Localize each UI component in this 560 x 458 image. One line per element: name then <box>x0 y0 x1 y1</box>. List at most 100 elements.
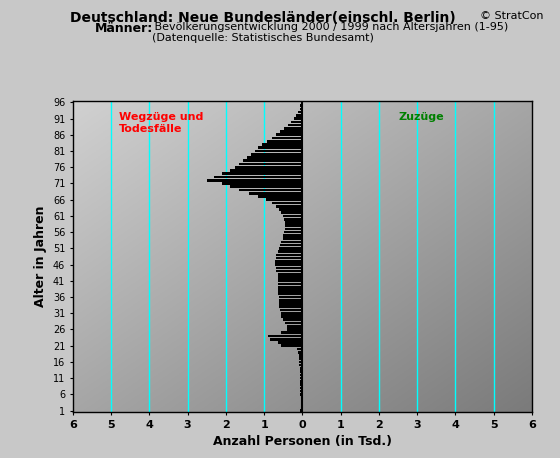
Bar <box>214 176 302 178</box>
Bar <box>239 189 302 191</box>
Bar <box>300 360 302 363</box>
Bar <box>276 205 302 207</box>
Text: Deutschland: Neue Bundesländer(einschl. Berlin): Deutschland: Neue Bundesländer(einschl. … <box>71 11 456 26</box>
Bar <box>287 328 302 331</box>
Bar <box>279 305 302 308</box>
Y-axis label: Alter in Jahren: Alter in Jahren <box>34 206 47 307</box>
Bar <box>277 254 302 256</box>
Bar <box>270 338 302 341</box>
Bar <box>301 399 302 402</box>
Bar <box>298 351 302 354</box>
Bar <box>278 276 302 279</box>
Bar <box>299 357 302 360</box>
Bar <box>291 120 302 123</box>
Bar <box>207 179 302 181</box>
Bar <box>300 380 302 383</box>
Bar <box>281 240 302 243</box>
Bar <box>300 364 302 366</box>
Bar <box>272 202 302 204</box>
Bar <box>301 393 302 396</box>
Bar <box>287 325 302 327</box>
Bar <box>278 293 302 295</box>
Bar <box>278 283 302 285</box>
Bar <box>281 211 302 214</box>
Bar <box>298 354 302 357</box>
Bar <box>230 185 302 188</box>
Bar <box>278 250 302 253</box>
Text: Bevölkerungsentwicklung 2000 / 1999 nach Altersjahren (1-95): Bevölkerungsentwicklung 2000 / 1999 nach… <box>151 22 508 32</box>
Bar <box>222 182 302 185</box>
Bar <box>283 234 302 237</box>
Bar <box>282 237 302 240</box>
Bar <box>285 228 302 230</box>
Bar <box>301 409 302 412</box>
Text: © StratCon: © StratCon <box>480 11 543 22</box>
Bar <box>281 344 302 347</box>
Bar <box>280 130 302 133</box>
Bar <box>294 117 302 120</box>
Bar <box>272 137 302 139</box>
Bar <box>279 299 302 302</box>
Bar <box>300 374 302 376</box>
Bar <box>279 247 302 250</box>
Bar <box>251 153 302 156</box>
Bar <box>284 218 302 220</box>
Bar <box>301 403 302 405</box>
Bar <box>268 335 302 337</box>
Bar <box>301 387 302 389</box>
Bar <box>276 267 302 269</box>
Bar <box>275 260 302 263</box>
Bar <box>283 215 302 217</box>
Bar <box>288 124 302 126</box>
Bar <box>278 289 302 292</box>
Bar <box>275 263 302 266</box>
Bar <box>280 244 302 246</box>
Bar <box>243 159 302 162</box>
Bar <box>267 140 302 142</box>
Bar <box>296 114 302 117</box>
Bar <box>277 270 302 273</box>
Bar <box>278 341 302 344</box>
Bar <box>284 231 302 234</box>
Bar <box>280 309 302 311</box>
Bar <box>278 279 302 282</box>
Bar <box>276 257 302 259</box>
Text: Zuzüge: Zuzüge <box>398 112 444 122</box>
Bar <box>300 377 302 380</box>
X-axis label: Anzahl Personen (in Tsd.): Anzahl Personen (in Tsd.) <box>213 436 392 448</box>
Bar <box>230 169 302 172</box>
Bar <box>239 163 302 165</box>
Bar <box>301 104 302 107</box>
Bar <box>300 108 302 110</box>
Bar <box>298 111 302 114</box>
Text: Männer:: Männer: <box>95 22 153 35</box>
Bar <box>281 315 302 318</box>
Bar <box>285 322 302 324</box>
Bar <box>255 150 302 153</box>
Bar <box>278 286 302 289</box>
Bar <box>285 221 302 224</box>
Bar <box>283 318 302 321</box>
Bar <box>258 147 302 149</box>
Bar <box>301 383 302 386</box>
Bar <box>284 127 302 130</box>
Text: (Datenquelle: Statistisches Bundesamt): (Datenquelle: Statistisches Bundesamt) <box>152 33 374 43</box>
Bar <box>279 296 302 298</box>
Bar <box>249 192 302 195</box>
Bar <box>266 198 302 201</box>
Bar <box>300 371 302 373</box>
Bar <box>297 348 302 350</box>
Bar <box>279 302 302 305</box>
Bar <box>300 367 302 370</box>
Text: Wegzüge und
Todesfälle: Wegzüge und Todesfälle <box>119 112 203 134</box>
Bar <box>281 332 302 334</box>
Bar <box>279 208 302 211</box>
Bar <box>301 406 302 409</box>
Bar <box>278 273 302 276</box>
Bar <box>277 133 302 136</box>
Bar <box>235 166 302 169</box>
Bar <box>281 312 302 315</box>
Bar <box>301 390 302 393</box>
Bar <box>262 143 302 146</box>
Bar <box>301 396 302 399</box>
